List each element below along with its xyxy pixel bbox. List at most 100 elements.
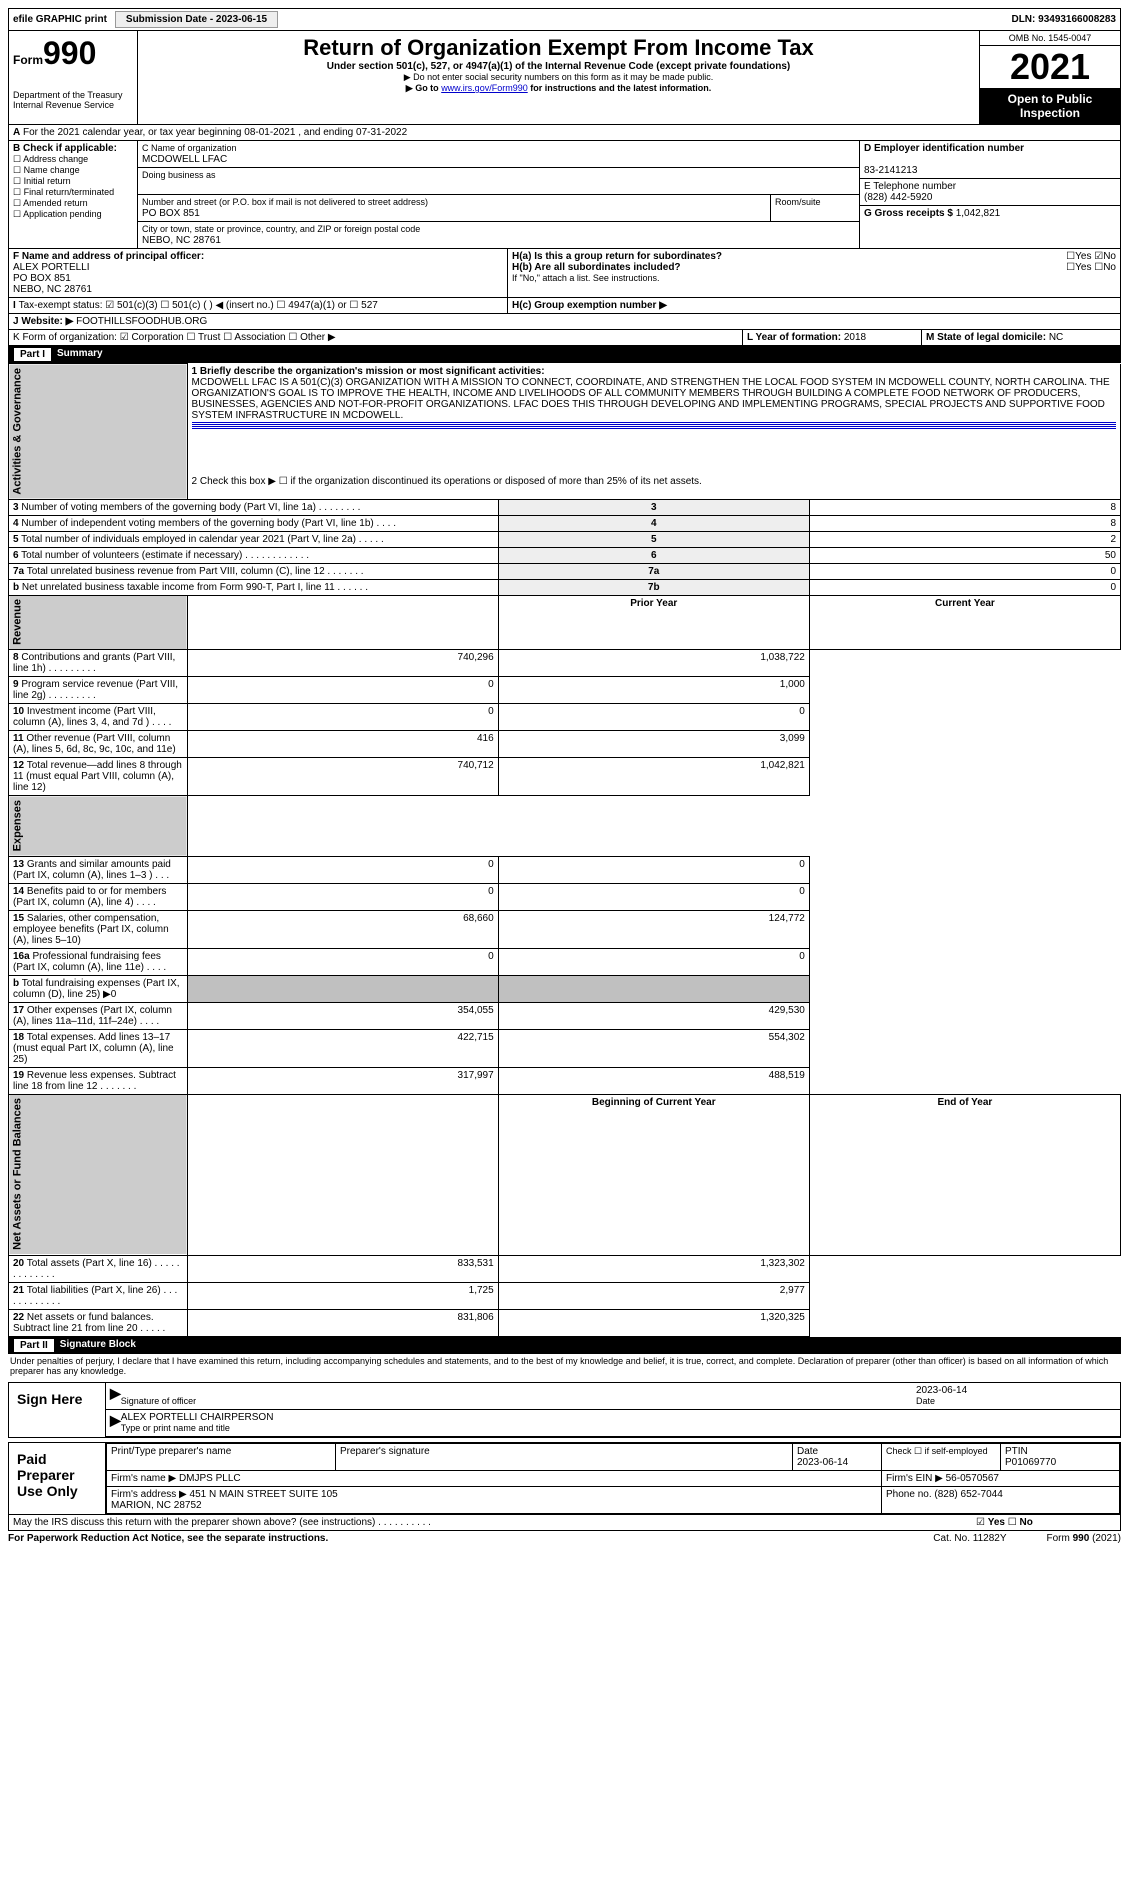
officer-line: ALEX PORTELLI bbox=[13, 262, 503, 273]
firm-name: DMJPS PLLC bbox=[179, 1473, 241, 1484]
top-bar: efile GRAPHIC print Submission Date - 20… bbox=[8, 8, 1121, 31]
officer-label: F Name and address of principal officer: bbox=[13, 251, 204, 262]
form-org-k: K Form of organization: ☑ Corporation ☐ … bbox=[9, 330, 743, 345]
tax-exempt-label: Tax-exempt status: bbox=[19, 300, 103, 311]
ptin-val: P01069770 bbox=[1005, 1457, 1056, 1468]
efile-label: efile GRAPHIC print bbox=[13, 14, 107, 25]
form-header: Form990 Department of the Treasury Inter… bbox=[8, 31, 1121, 125]
line2: 2 Check this box ▶ ☐ if the organization… bbox=[187, 474, 1120, 499]
net-row: 21 Total liabilities (Part X, line 26) .… bbox=[9, 1282, 1121, 1309]
paid-preparer-block: Paid Preparer Use Only Print/Type prepar… bbox=[8, 1442, 1121, 1515]
prep-name-h: Print/Type preparer's name bbox=[107, 1443, 336, 1470]
year-l-val: 2018 bbox=[844, 332, 866, 343]
addr-label: Number and street (or P.O. box if mail i… bbox=[142, 197, 428, 207]
ein-value: 83-2141213 bbox=[864, 165, 917, 176]
prep-date: 2023-06-14 bbox=[797, 1457, 848, 1468]
website-value: FOOTHILLSFOODHUB.ORG bbox=[76, 316, 207, 327]
gov-row: 4 Number of independent voting members o… bbox=[9, 515, 1121, 531]
dba-label: Doing business as bbox=[142, 170, 216, 180]
current-year-header: Current Year bbox=[809, 595, 1120, 650]
pra-notice: For Paperwork Reduction Act Notice, see … bbox=[8, 1533, 328, 1544]
gov-row: 5 Total number of individuals employed i… bbox=[9, 531, 1121, 547]
revenue-row: 8 Contributions and grants (Part VIII, l… bbox=[9, 650, 1121, 677]
perjury-text: Under penalties of perjury, I declare th… bbox=[8, 1354, 1121, 1378]
checkbox-application-pending[interactable]: ☐ Application pending bbox=[13, 209, 133, 220]
name-label: C Name of organization bbox=[142, 143, 237, 153]
checkbox-initial-return[interactable]: ☐ Initial return bbox=[13, 176, 133, 187]
prep-sig-h: Preparer's signature bbox=[336, 1443, 793, 1470]
expense-row: 19 Revenue less expenses. Subtract line … bbox=[9, 1067, 1121, 1094]
gross-value: 1,042,821 bbox=[956, 208, 1001, 219]
form990-link[interactable]: www.irs.gov/Form990 bbox=[441, 83, 528, 93]
h-b: H(b) Are all subordinates included? ☐Yes… bbox=[512, 262, 1116, 273]
side-governance: Activities & Governance bbox=[9, 364, 188, 500]
cat-no: Cat. No. 11282Y bbox=[933, 1533, 1006, 1544]
open-inspection: Open to Public Inspection bbox=[980, 88, 1120, 124]
expense-row: 15 Salaries, other compensation, employe… bbox=[9, 910, 1121, 948]
gov-row: 3 Number of voting members of the govern… bbox=[9, 499, 1121, 515]
mission-text: MCDOWELL LFAC IS A 501(C)(3) ORGANIZATIO… bbox=[192, 377, 1110, 421]
h-a: H(a) Is this a group return for subordin… bbox=[512, 251, 1116, 262]
irs-label: Internal Revenue Service bbox=[13, 100, 133, 110]
side-revenue: Revenue bbox=[9, 595, 188, 650]
omb: OMB No. 1545-0047 bbox=[980, 31, 1120, 46]
ein-label: D Employer identification number bbox=[864, 143, 1024, 154]
box-b-label: B Check if applicable: bbox=[13, 143, 117, 154]
tax-year: 2021 bbox=[980, 46, 1120, 88]
subtitle: Under section 501(c), 527, or 4947(a)(1)… bbox=[142, 61, 975, 72]
checkbox-final-return-terminated[interactable]: ☐ Final return/terminated bbox=[13, 187, 133, 198]
paid-preparer-label: Paid Preparer Use Only bbox=[9, 1443, 106, 1514]
main-title: Return of Organization Exempt From Incom… bbox=[142, 35, 975, 61]
gov-row: b Net unrelated business taxable income … bbox=[9, 579, 1121, 595]
gov-row: 6 Total number of volunteers (estimate i… bbox=[9, 547, 1121, 563]
state-m-val: NC bbox=[1049, 332, 1063, 343]
self-emp-check: Check ☐ if self-employed bbox=[882, 1443, 1001, 1470]
submission-date: Submission Date - 2023-06-15 bbox=[115, 11, 278, 28]
period-a: A For the 2021 calendar year, or tax yea… bbox=[9, 125, 1120, 140]
net-row: 22 Net assets or fund balances. Subtract… bbox=[9, 1309, 1121, 1336]
checkbox-name-change[interactable]: ☐ Name change bbox=[13, 165, 133, 176]
part1-bar: Part ISummary bbox=[8, 346, 1121, 363]
form-number: Form990 bbox=[13, 35, 133, 72]
room-label: Room/suite bbox=[775, 197, 821, 207]
firm-phone: (828) 652-7044 bbox=[934, 1489, 1002, 1500]
checkbox-address-change[interactable]: ☐ Address change bbox=[13, 154, 133, 165]
phone-label: E Telephone number bbox=[864, 181, 956, 192]
sig-name: ALEX PORTELLI CHAIRPERSON bbox=[121, 1412, 274, 1423]
prior-year-header: Prior Year bbox=[498, 595, 809, 650]
checkbox-amended-return[interactable]: ☐ Amended return bbox=[13, 198, 133, 209]
expense-row: 18 Total expenses. Add lines 13–17 (must… bbox=[9, 1029, 1121, 1067]
sig-officer-label: Signature of officer bbox=[121, 1396, 196, 1406]
side-netassets: Net Assets or Fund Balances bbox=[9, 1094, 188, 1255]
discuss-question: May the IRS discuss this return with the… bbox=[9, 1515, 972, 1530]
form-footer: Form 990 (2021) bbox=[1047, 1533, 1122, 1544]
officer-line: PO BOX 851 bbox=[13, 273, 503, 284]
discuss-answer: ☑ Yes ☐ No bbox=[972, 1515, 1120, 1530]
firm-addr2: MARION, NC 28752 bbox=[111, 1500, 202, 1511]
net-row: 20 Total assets (Part X, line 16) . . . … bbox=[9, 1255, 1121, 1282]
org-city: NEBO, NC 28761 bbox=[142, 235, 221, 246]
city-label: City or town, state or province, country… bbox=[142, 224, 420, 234]
expense-row: 14 Benefits paid to or for members (Part… bbox=[9, 883, 1121, 910]
revenue-row: 10 Investment income (Part VIII, column … bbox=[9, 704, 1121, 731]
beg-year-header: Beginning of Current Year bbox=[498, 1094, 809, 1255]
expense-row: 13 Grants and similar amounts paid (Part… bbox=[9, 856, 1121, 883]
h-c: H(c) Group exemption number ▶ bbox=[512, 300, 667, 311]
dln: DLN: 93493166008283 bbox=[1011, 14, 1116, 25]
mission-label: 1 Briefly describe the organization's mi… bbox=[192, 366, 545, 377]
dept-treasury: Department of the Treasury bbox=[13, 90, 133, 100]
ssn-note: ▶ Do not enter social security numbers o… bbox=[142, 72, 975, 83]
phone-value: (828) 442-5920 bbox=[864, 192, 932, 203]
part2-bar: Part IISignature Block bbox=[8, 1337, 1121, 1354]
sig-date: 2023-06-14 bbox=[916, 1385, 967, 1396]
org-addr: PO BOX 851 bbox=[142, 208, 200, 219]
year-l-label: L Year of formation: bbox=[747, 332, 841, 343]
revenue-row: 11 Other revenue (Part VIII, column (A),… bbox=[9, 731, 1121, 758]
org-name: MCDOWELL LFAC bbox=[142, 154, 227, 165]
gross-label: G Gross receipts $ bbox=[864, 208, 953, 219]
firm-addr1: 451 N MAIN STREET SUITE 105 bbox=[190, 1489, 338, 1500]
revenue-row: 12 Total revenue—add lines 8 through 11 … bbox=[9, 758, 1121, 796]
firm-ein: 56-0570567 bbox=[946, 1473, 999, 1484]
side-expenses: Expenses bbox=[9, 796, 188, 856]
end-year-header: End of Year bbox=[809, 1094, 1120, 1255]
